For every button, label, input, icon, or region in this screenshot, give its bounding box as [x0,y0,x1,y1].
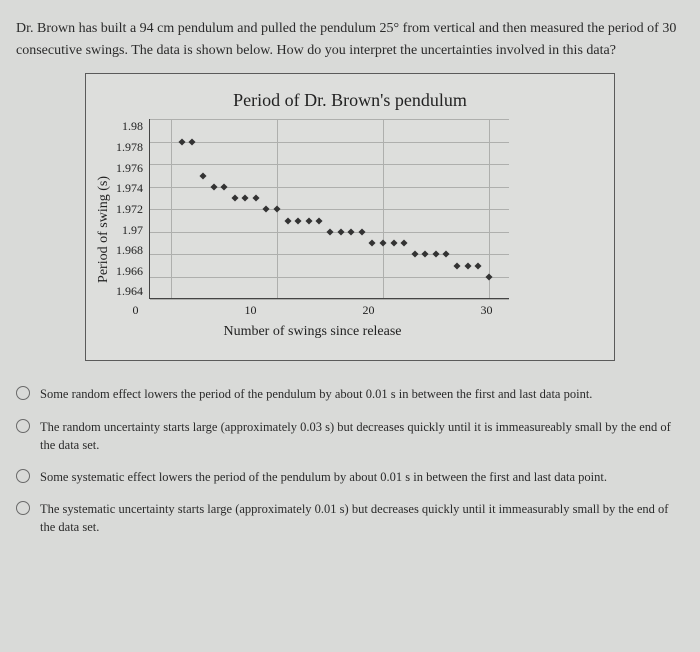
radio-icon[interactable] [16,419,30,433]
option-label: Some random effect lowers the period of … [40,385,592,403]
x-axis-label: Number of swings since release [223,324,401,340]
option-b[interactable]: The random uncertainty starts large (app… [16,418,684,454]
answer-options: Some random effect lowers the period of … [16,385,684,536]
y-ticks: 1.981.9781.9761.9741.9721.971.9681.9661.… [116,119,149,299]
option-label: Some systematic effect lowers the period… [40,468,607,486]
option-d[interactable]: The systematic uncertainty starts large … [16,500,684,536]
question-text: Dr. Brown has built a 94 cm pendulum and… [16,18,684,61]
radio-icon[interactable] [16,469,30,483]
option-a[interactable]: Some random effect lowers the period of … [16,385,684,403]
option-label: The systematic uncertainty starts large … [40,500,684,536]
option-label: The random uncertainty starts large (app… [40,418,684,454]
radio-icon[interactable] [16,501,30,515]
radio-icon[interactable] [16,386,30,400]
chart-title: Period of Dr. Brown's pendulum [96,90,604,111]
option-c[interactable]: Some systematic effect lowers the period… [16,468,684,486]
y-axis-label: Period of swing (s) [96,176,112,283]
x-ticks: 0102030 [133,303,493,318]
chart-container: Period of Dr. Brown's pendulum Period of… [85,73,615,361]
plot-area [149,119,509,299]
